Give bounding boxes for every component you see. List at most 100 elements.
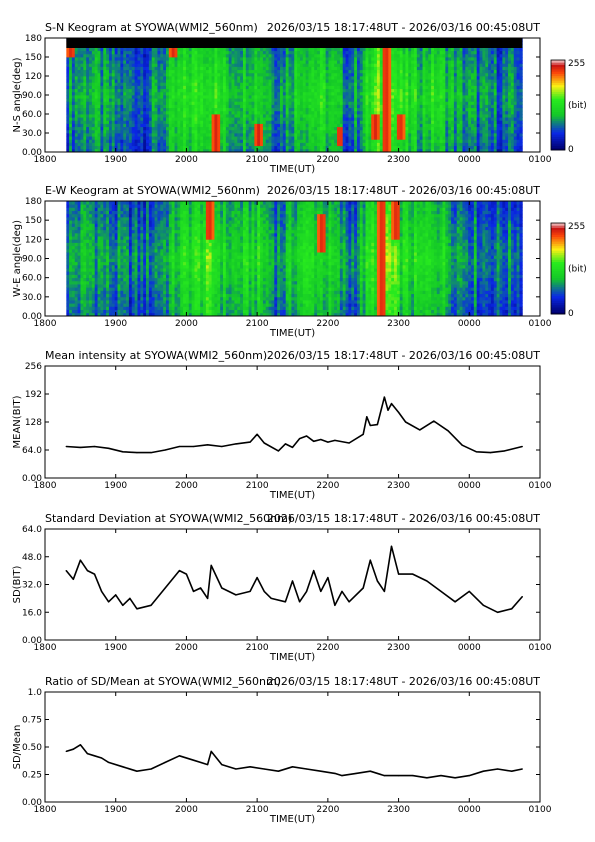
x-tick-label: 2100 <box>246 155 269 165</box>
x-tick-label: 1900 <box>104 155 127 165</box>
x-tick-label: 2300 <box>387 319 410 329</box>
data-point <box>291 446 294 448</box>
data-point <box>504 450 506 452</box>
panel-sd: Standard Deviation at SYOWA(WMI2_560nm)2… <box>12 512 552 663</box>
x-tick-label: 0100 <box>529 481 552 491</box>
data-point <box>334 604 336 606</box>
x-tick-label: 0000 <box>458 643 481 653</box>
x-tick-label: 0000 <box>458 805 481 815</box>
data-point <box>263 442 265 444</box>
data-point <box>178 755 180 757</box>
x-tick-label: 1900 <box>104 481 127 491</box>
panel-mean: Mean intensity at SYOWA(WMI2_560nm) 2026/… <box>12 349 552 501</box>
data-point <box>284 601 286 603</box>
colorbar-frame <box>550 59 566 151</box>
keogram-top-band <box>66 38 523 48</box>
data-point <box>521 768 523 770</box>
data-point <box>387 409 389 411</box>
data-point <box>221 587 223 589</box>
x-axis-label: TIME(UT) <box>269 164 315 175</box>
data-point <box>489 452 492 454</box>
panel-time-range: 2026/03/15 18:17:48UT - 2026/03/16 00:45… <box>267 675 540 688</box>
data-point <box>86 570 88 572</box>
data-point <box>440 775 442 777</box>
data-point <box>497 768 499 770</box>
data-point <box>454 601 456 603</box>
data-point <box>210 750 212 753</box>
data-point <box>136 452 138 454</box>
x-tick-label: 1800 <box>34 155 57 165</box>
y-tick-label: 60.0 <box>22 274 42 284</box>
data-point <box>65 445 67 448</box>
panel-time-range: 2026/03/15 18:17:48UT - 2026/03/16 00:45… <box>267 512 540 525</box>
data-point <box>398 411 400 413</box>
x-tick-label: 0000 <box>458 155 481 165</box>
data-point <box>327 441 329 443</box>
data-point <box>263 590 265 593</box>
x-tick-label: 2100 <box>246 805 269 815</box>
y-tick-label: 1.0 <box>28 688 43 698</box>
x-tick-label: 2000 <box>175 155 198 165</box>
data-point <box>369 559 371 561</box>
y-tick-label: 0.00 <box>22 636 42 646</box>
y-tick-label: 0.00 <box>22 474 42 484</box>
panel-time-range: 2026/03/15 18:17:48UT - 2026/03/16 00:45… <box>267 184 540 197</box>
y-axis-label: W-E angle(deg) <box>12 220 23 297</box>
data-point <box>426 777 428 779</box>
data-point <box>320 770 322 772</box>
data-point <box>306 590 308 593</box>
x-tick-label: 1800 <box>34 481 57 491</box>
data-point <box>383 396 385 398</box>
panel-title: Standard Deviation at SYOWA(WMI2_560nm) <box>45 512 292 525</box>
data-point <box>256 577 258 579</box>
x-tick-label: 2200 <box>316 805 339 815</box>
data-point <box>405 421 407 423</box>
data-point <box>299 601 301 603</box>
y-tick-label: 30.0 <box>22 129 42 139</box>
keogram-empty-start <box>45 201 67 316</box>
data-point <box>249 441 251 443</box>
x-tick-label: 2100 <box>246 319 269 329</box>
series-line <box>65 744 523 779</box>
plot-frame <box>44 691 541 803</box>
data-point <box>284 443 286 445</box>
y-tick-label: 48.0 <box>22 553 42 563</box>
data-point <box>412 775 414 777</box>
data-point <box>270 597 272 600</box>
data-point <box>334 772 336 775</box>
y-tick-label: 64.0 <box>22 525 42 535</box>
data-point <box>521 596 523 598</box>
y-axis-label: N-S angle(deg) <box>12 57 23 132</box>
data-point <box>277 770 279 772</box>
data-point <box>398 775 400 777</box>
data-point <box>306 768 308 770</box>
data-point <box>511 608 513 610</box>
y-tick-label: 90.0 <box>22 255 42 265</box>
data-point <box>221 764 223 766</box>
x-tick-label: 2200 <box>316 481 339 491</box>
data-point <box>398 573 400 575</box>
data-point <box>419 429 421 431</box>
data-point <box>475 451 477 453</box>
data-point <box>383 590 385 593</box>
data-point <box>150 768 152 770</box>
data-point <box>426 580 428 582</box>
x-tick-label: 2000 <box>175 481 198 491</box>
data-point <box>390 403 393 405</box>
data-point <box>185 573 187 575</box>
x-axis-label: TIME(UT) <box>269 490 315 501</box>
data-point <box>72 578 74 580</box>
data-point <box>221 445 223 448</box>
data-point <box>291 766 294 768</box>
x-tick-label: 2200 <box>316 155 339 165</box>
data-point <box>136 608 138 610</box>
x-tick-label: 2000 <box>175 319 198 329</box>
x-tick-label: 1800 <box>34 319 57 329</box>
data-point <box>207 764 209 766</box>
colorbar-max-label: 255 <box>568 222 585 232</box>
data-point <box>454 777 456 779</box>
data-point <box>192 590 195 593</box>
data-point <box>291 580 294 582</box>
x-tick-label: 1900 <box>104 805 127 815</box>
data-point <box>369 424 371 427</box>
